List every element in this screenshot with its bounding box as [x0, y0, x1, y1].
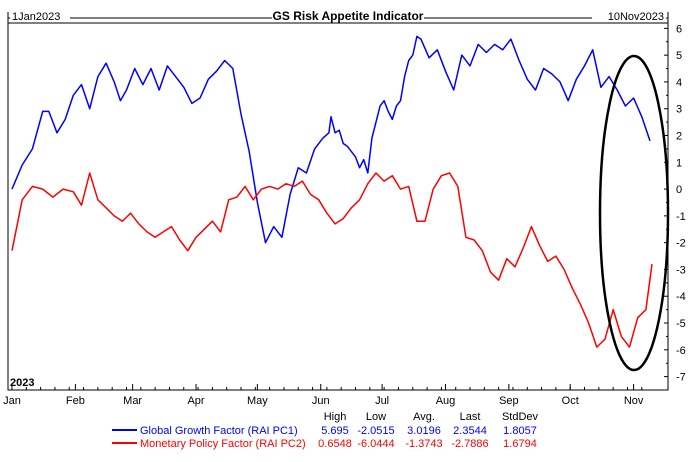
- stats-value: 2.3544: [453, 425, 487, 437]
- y-tick-label: -5: [676, 318, 686, 330]
- stats-value: 3.0196: [407, 425, 441, 437]
- end-label: 10Nov2023: [608, 11, 664, 23]
- stats-header: StdDev: [502, 411, 539, 423]
- series-line-2: [11, 172, 653, 348]
- stats-value: 5.695: [321, 425, 349, 437]
- y-tick-label: -3: [676, 264, 686, 276]
- legend-label: Monetary Policy Factor (RAI PC2): [140, 438, 306, 450]
- title-bg: [272, 6, 424, 22]
- x-tick-label: Oct: [562, 395, 579, 407]
- y-tick-label: 3: [676, 104, 682, 116]
- y-tick-label: 4: [676, 77, 682, 89]
- stats-value: -1.3743: [405, 438, 442, 450]
- stats-value: -2.7886: [451, 438, 488, 450]
- y-tick-label: 2: [676, 131, 682, 143]
- x-tick-label: Jan: [3, 395, 21, 407]
- y-tick-label: -1: [676, 211, 686, 223]
- x-tick-label: May: [247, 395, 268, 407]
- x-tick-label: Sep: [499, 395, 519, 407]
- stats-value: 1.8057: [503, 425, 537, 437]
- y-tick-label: -7: [676, 372, 686, 384]
- legend: High Low Avg. Last StdDev Global Growth Facto…: [112, 411, 539, 450]
- x-axis: Jan Feb Mar Apr May Jun Jul Aug Sep Oct Nov: [3, 384, 644, 407]
- y-tick-label: -2: [676, 238, 686, 250]
- stats-value: -6.0444: [357, 438, 394, 450]
- x-tick-label: Jun: [312, 395, 330, 407]
- y-tick-label: 1: [676, 157, 682, 169]
- y-tick-label: 0: [676, 184, 682, 196]
- stats-value: 0.6548: [318, 438, 352, 450]
- x-tick-label: Feb: [66, 395, 85, 407]
- start-label-bg: [10, 8, 70, 22]
- x-tick-label: Apr: [187, 395, 204, 407]
- start-label: 1Jan2023: [12, 11, 60, 23]
- highlight-ellipse: [598, 54, 670, 372]
- y-tick-label: -6: [676, 345, 686, 357]
- y-tick-label: 6: [676, 23, 682, 35]
- x-tick-label: Mar: [123, 395, 142, 407]
- stats-header: Last: [460, 411, 481, 423]
- series-line-1: [11, 35, 651, 244]
- stats-header: High: [324, 411, 347, 423]
- chart-title: GS Risk Appetite Indicator: [273, 9, 424, 23]
- plot-frame: [7, 22, 669, 391]
- x-tick-label: Jul: [375, 395, 389, 407]
- y-axis: 6 5 4 3 2 1 0 -1 -2 -3 -4 -5 -6 -7: [664, 23, 686, 384]
- end-label-bg: [592, 8, 666, 22]
- x-tick-label: Nov: [624, 395, 644, 407]
- legend-label: Global Growth Factor (RAI PC1): [140, 425, 298, 437]
- stats-header: Low: [366, 411, 386, 423]
- y-tick-label: -4: [676, 291, 686, 303]
- stats-value: 1.6794: [503, 438, 537, 450]
- x-tick-label: Aug: [436, 395, 456, 407]
- stats-header: Avg.: [413, 411, 435, 423]
- series-group: [11, 35, 653, 348]
- stats-value: -2.0515: [357, 425, 394, 437]
- y-tick-label: 5: [676, 50, 682, 62]
- year-label: 2023: [10, 377, 34, 389]
